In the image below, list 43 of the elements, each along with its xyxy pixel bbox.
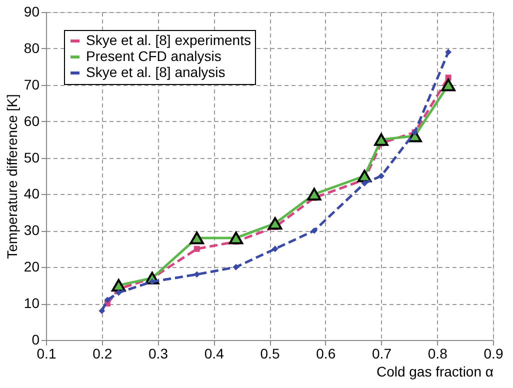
point bbox=[378, 173, 384, 179]
y-tick-label: 0 bbox=[32, 332, 40, 348]
x-tick-label: 0.4 bbox=[204, 346, 224, 362]
x-tick-label: 0.7 bbox=[372, 346, 392, 362]
point bbox=[232, 264, 239, 270]
point bbox=[194, 246, 200, 252]
y-tick-label: 60 bbox=[24, 112, 40, 129]
x-tick-label: 0.5 bbox=[260, 346, 280, 362]
x-tick-label: 0.6 bbox=[316, 346, 336, 362]
x-axis-title: Cold gas fraction α bbox=[376, 364, 494, 380]
point bbox=[104, 296, 110, 303]
legend-label: Skye et al. [8] experiments bbox=[86, 32, 251, 48]
x-tick-label: 0.1 bbox=[36, 346, 56, 362]
y-tick-label: 50 bbox=[24, 149, 40, 166]
point bbox=[441, 78, 456, 92]
point bbox=[112, 279, 126, 292]
point bbox=[307, 188, 322, 201]
y-tick-label: 20 bbox=[24, 258, 40, 275]
x-tick-label: 0.2 bbox=[92, 346, 112, 362]
point bbox=[190, 232, 204, 244]
point bbox=[194, 271, 200, 278]
point bbox=[228, 232, 244, 244]
point bbox=[311, 228, 318, 234]
point bbox=[98, 308, 105, 314]
y-tick-label: 90 bbox=[24, 4, 40, 20]
y-tick-label: 70 bbox=[24, 76, 40, 92]
point bbox=[374, 133, 388, 146]
y-tick-label: 80 bbox=[24, 40, 40, 56]
point bbox=[268, 217, 282, 230]
y-tick-label: 30 bbox=[24, 222, 40, 238]
point bbox=[445, 49, 452, 56]
y-tick-label: 40 bbox=[24, 186, 40, 202]
point bbox=[116, 290, 122, 296]
y-tick-label: 10 bbox=[24, 295, 40, 312]
point bbox=[357, 170, 372, 182]
point bbox=[272, 246, 278, 252]
x-tick-label: 0.9 bbox=[484, 346, 504, 362]
legend-label: Present CFD analysis bbox=[86, 48, 222, 64]
x-tick-label: 0.8 bbox=[428, 346, 448, 362]
y-axis-title: Temperature difference [K] bbox=[4, 94, 20, 259]
legend-label: Skye et al. [8] analysis bbox=[86, 64, 226, 80]
x-tick-label: 0.3 bbox=[148, 346, 168, 362]
point bbox=[361, 180, 368, 186]
